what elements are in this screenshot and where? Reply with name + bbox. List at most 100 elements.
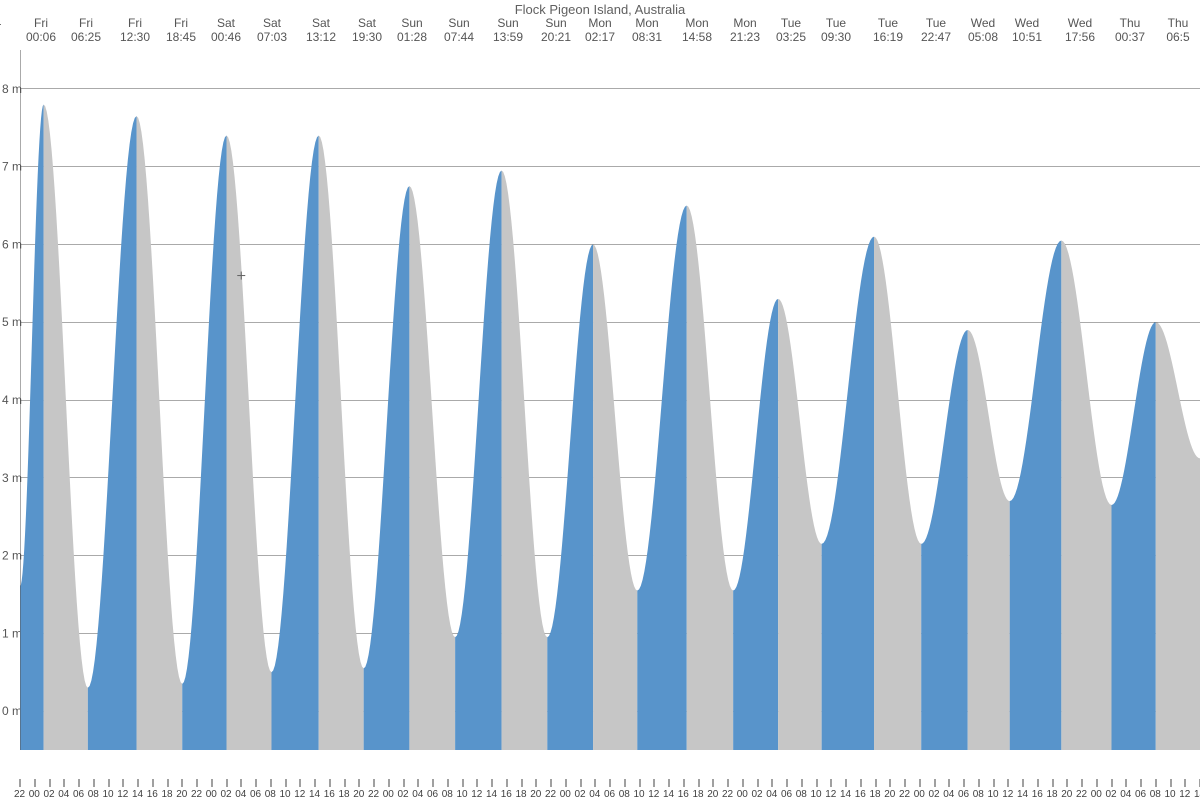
header-time: 4 bbox=[0, 16, 1, 30]
x-tick-mark bbox=[167, 779, 168, 787]
x-tick-mark bbox=[742, 779, 743, 787]
x-tick: 22 bbox=[905, 779, 906, 800]
x-tick: 08 bbox=[270, 779, 271, 800]
x-tick: 14 bbox=[669, 779, 670, 800]
x-tick-mark bbox=[108, 779, 109, 787]
header-time: 08:31 bbox=[632, 30, 662, 44]
x-tick: 00 bbox=[1096, 779, 1097, 800]
x-tick: 08 bbox=[447, 779, 448, 800]
x-tick-mark bbox=[1096, 779, 1097, 787]
x-tick: 08 bbox=[978, 779, 979, 800]
x-tick-mark bbox=[270, 779, 271, 787]
time-header-row: 4Fri00:06Fri06:25Fri12:30Fri18:45Sat00:4… bbox=[0, 16, 1200, 46]
header-time: 05:08 bbox=[968, 30, 998, 44]
header-day: Fri bbox=[120, 16, 150, 30]
x-tick-mark bbox=[1155, 779, 1156, 787]
x-tick: 14 bbox=[315, 779, 316, 800]
header-day: Mon bbox=[730, 16, 760, 30]
time-header-cell: Mon21:23 bbox=[730, 16, 760, 44]
time-header-cell: 4 bbox=[0, 16, 1, 30]
header-day: Mon bbox=[682, 16, 712, 30]
x-axis: 2200020406081012141618202200020406081012… bbox=[0, 750, 1200, 800]
x-tick: 04 bbox=[241, 779, 242, 800]
time-header-cell: Sat00:46 bbox=[211, 16, 241, 44]
x-tick-mark bbox=[639, 779, 640, 787]
x-tick: 00 bbox=[919, 779, 920, 800]
x-tick: 02 bbox=[49, 779, 50, 800]
header-day: Wed bbox=[1012, 16, 1042, 30]
x-tick-mark bbox=[197, 779, 198, 787]
header-day: Wed bbox=[968, 16, 998, 30]
x-tick: 10 bbox=[1170, 779, 1171, 800]
header-time: 19:30 bbox=[352, 30, 382, 44]
x-tick-mark bbox=[462, 779, 463, 787]
time-header-cell: Wed05:08 bbox=[968, 16, 998, 44]
x-tick-mark bbox=[654, 779, 655, 787]
header-time: 16:19 bbox=[873, 30, 903, 44]
header-day: Fri bbox=[26, 16, 56, 30]
x-tick-mark bbox=[1170, 779, 1171, 787]
x-tick: 00 bbox=[211, 779, 212, 800]
x-tick-mark bbox=[801, 779, 802, 787]
x-tick: 20 bbox=[1067, 779, 1068, 800]
x-tick-mark bbox=[64, 779, 65, 787]
x-tick: 22 bbox=[1082, 779, 1083, 800]
x-tick: 10 bbox=[285, 779, 286, 800]
x-tick-mark bbox=[492, 779, 493, 787]
x-tick-mark bbox=[949, 779, 950, 787]
x-tick: 14 bbox=[1023, 779, 1024, 800]
header-day: Sun bbox=[444, 16, 474, 30]
header-day: Mon bbox=[632, 16, 662, 30]
header-time: 17:56 bbox=[1065, 30, 1095, 44]
time-header-cell: Sun13:59 bbox=[493, 16, 523, 44]
x-tick-mark bbox=[359, 779, 360, 787]
header-time: 01:28 bbox=[397, 30, 427, 44]
x-tick: 08 bbox=[801, 779, 802, 800]
header-day: Tue bbox=[776, 16, 806, 30]
x-tick-mark bbox=[1141, 779, 1142, 787]
time-header-cell: Sat19:30 bbox=[352, 16, 382, 44]
x-tick-mark bbox=[256, 779, 257, 787]
x-tick: 06 bbox=[433, 779, 434, 800]
x-tick-mark bbox=[34, 779, 35, 787]
x-tick-mark bbox=[20, 779, 21, 787]
x-tick: 14 bbox=[138, 779, 139, 800]
time-header-cell: Tue22:47 bbox=[921, 16, 951, 44]
time-header-cell: Fri12:30 bbox=[120, 16, 150, 44]
x-tick: 12 bbox=[654, 779, 655, 800]
tide-chart: 0 m1 m2 m3 m4 m5 m6 m7 m8 m bbox=[0, 50, 1200, 750]
header-time: 18:45 bbox=[166, 30, 196, 44]
x-tick-mark bbox=[477, 779, 478, 787]
x-tick-mark bbox=[1037, 779, 1038, 787]
header-day: Fri bbox=[71, 16, 101, 30]
x-tick: 10 bbox=[993, 779, 994, 800]
x-tick: 12 bbox=[1185, 779, 1186, 800]
x-tick: 02 bbox=[757, 779, 758, 800]
header-day: Sun bbox=[493, 16, 523, 30]
x-tick: 04 bbox=[418, 779, 419, 800]
x-tick-mark bbox=[934, 779, 935, 787]
x-tick: 08 bbox=[624, 779, 625, 800]
x-tick: 02 bbox=[934, 779, 935, 800]
x-tick-mark bbox=[93, 779, 94, 787]
x-tick-mark bbox=[344, 779, 345, 787]
x-tick-mark bbox=[713, 779, 714, 787]
x-tick-mark bbox=[315, 779, 316, 787]
x-tick-mark bbox=[536, 779, 537, 787]
x-tick: 08 bbox=[1155, 779, 1156, 800]
x-tick: 04 bbox=[772, 779, 773, 800]
header-time: 12:30 bbox=[120, 30, 150, 44]
header-day: Sat bbox=[257, 16, 287, 30]
x-tick-mark bbox=[728, 779, 729, 787]
x-tick-mark bbox=[610, 779, 611, 787]
header-day: Mon bbox=[585, 16, 615, 30]
x-tick-mark bbox=[772, 779, 773, 787]
x-tick: 06 bbox=[256, 779, 257, 800]
x-tick: 18 bbox=[344, 779, 345, 800]
time-header-cell: Mon08:31 bbox=[632, 16, 662, 44]
x-tick: 00 bbox=[742, 779, 743, 800]
y-tick-label: 4 m bbox=[2, 393, 22, 407]
x-tick: 10 bbox=[816, 779, 817, 800]
x-tick-mark bbox=[418, 779, 419, 787]
time-header-cell: Mon02:17 bbox=[585, 16, 615, 44]
